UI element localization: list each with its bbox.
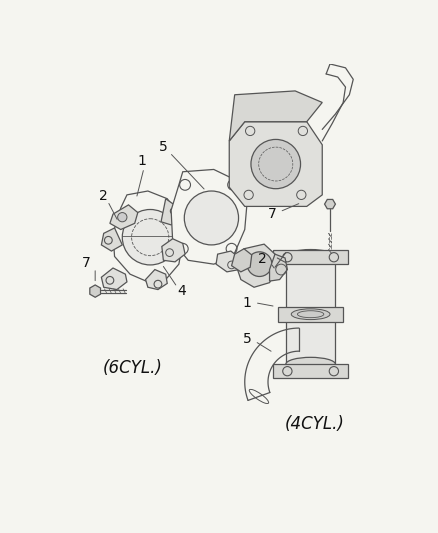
Text: 1: 1 [137,154,146,168]
Text: 4: 4 [177,284,186,298]
Text: (6CYL.): (6CYL.) [102,359,162,377]
Polygon shape [171,169,247,264]
Polygon shape [229,122,321,206]
Circle shape [117,213,127,222]
Polygon shape [215,251,240,272]
Polygon shape [273,364,347,378]
Polygon shape [162,239,185,262]
Polygon shape [161,199,178,225]
Polygon shape [269,254,287,281]
Polygon shape [110,205,138,230]
Polygon shape [236,244,277,287]
Polygon shape [145,270,167,289]
Circle shape [184,191,238,245]
Circle shape [251,140,300,189]
Circle shape [122,209,178,265]
Polygon shape [113,191,182,282]
Text: (4CYL.): (4CYL.) [284,415,344,433]
Text: 1: 1 [242,296,251,310]
Text: 5: 5 [242,332,251,346]
Circle shape [247,252,271,277]
Polygon shape [231,249,251,272]
Text: 5: 5 [159,140,167,154]
Polygon shape [285,256,335,364]
Text: 7: 7 [267,207,276,221]
Text: 7: 7 [81,256,90,270]
Ellipse shape [285,357,335,371]
Polygon shape [229,91,321,141]
Polygon shape [324,199,335,209]
Polygon shape [101,228,122,251]
Polygon shape [277,306,343,322]
Text: 2: 2 [98,189,107,204]
Polygon shape [101,268,127,289]
Text: 2: 2 [258,252,266,266]
Polygon shape [273,251,347,264]
Polygon shape [90,285,100,297]
Ellipse shape [290,309,329,320]
